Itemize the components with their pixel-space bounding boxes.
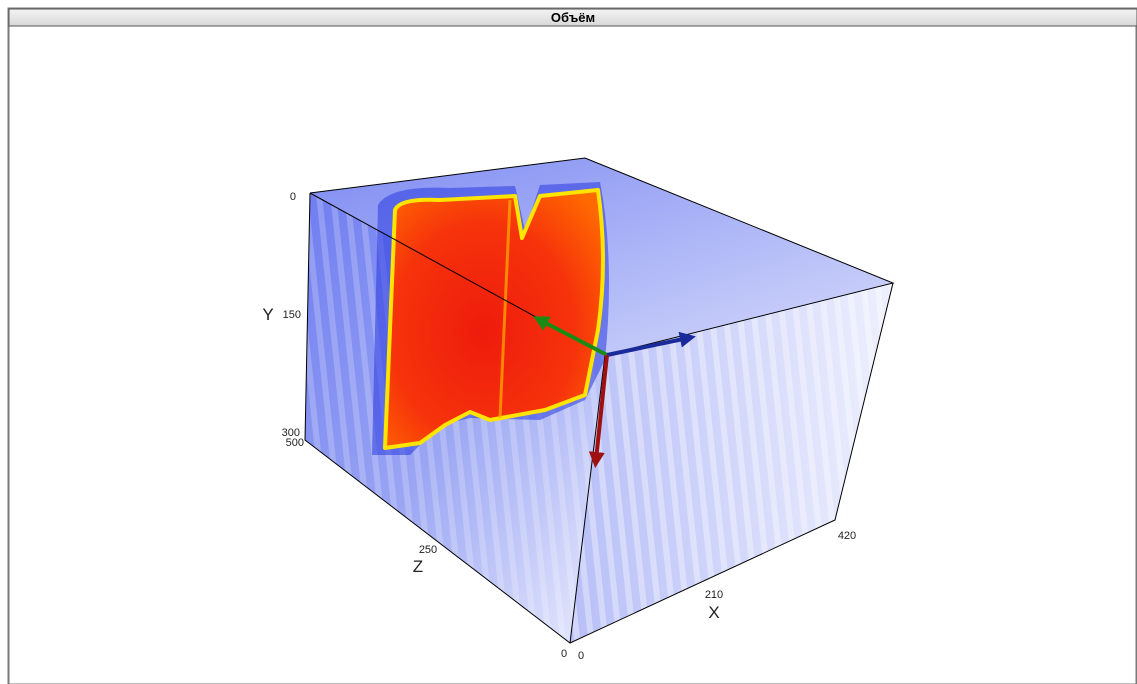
z-axis-label: Z xyxy=(413,557,423,576)
x-tick-label: 210 xyxy=(705,589,723,601)
axes-labels: 0 150 300 Y 500 250 0 Z 0 210 420 X xyxy=(262,191,856,662)
hot-region xyxy=(383,188,605,450)
y-tick-label: 300 xyxy=(282,427,300,439)
y-tick-label: 0 xyxy=(290,191,296,203)
title-bar xyxy=(8,8,1137,27)
z-tick-label: 500 xyxy=(286,437,304,449)
z-tick-label: 250 xyxy=(419,544,437,556)
volume-render xyxy=(304,157,895,644)
y-tick-label: 150 xyxy=(283,309,301,321)
box-edges xyxy=(304,157,895,644)
z-tick-label: 0 xyxy=(561,648,567,660)
window-title: Объём xyxy=(551,10,595,25)
seam xyxy=(498,199,512,419)
axis-arrow-green xyxy=(532,316,608,357)
axis-arrow-blue xyxy=(606,331,696,357)
y-axis-label: Y xyxy=(262,305,273,324)
x-tick-label: 0 xyxy=(578,650,584,662)
x-axis-label: X xyxy=(708,603,719,622)
axis-arrow-red xyxy=(588,354,609,468)
x-tick-label: 420 xyxy=(838,530,856,542)
right-face-texture xyxy=(570,283,893,643)
